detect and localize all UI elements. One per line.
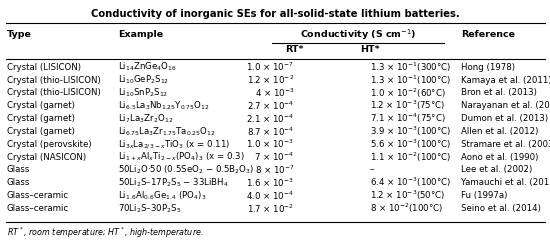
Text: Li$_{14}$ZnGe$_4$O$_{16}$: Li$_{14}$ZnGe$_4$O$_{16}$ [118,61,177,73]
Text: 4.0 × 10$^{-4}$: 4.0 × 10$^{-4}$ [246,189,294,202]
Text: Glass–ceramic: Glass–ceramic [7,191,69,200]
Text: Conductivity of inorganic SEs for all-solid-state lithium batteries.: Conductivity of inorganic SEs for all-so… [91,9,459,19]
Text: Glass–ceramic: Glass–ceramic [7,204,69,213]
Text: Li$_{3x}$La$_{2/3-x}$TiO$_3$ (x = 0.11): Li$_{3x}$La$_{2/3-x}$TiO$_3$ (x = 0.11) [118,138,230,151]
Text: Seino et al. (2014): Seino et al. (2014) [461,204,541,213]
Text: Reference: Reference [461,30,515,39]
Text: 50Li$_2$S–17P$_2$S$_5$ − 33LiBH$_4$: 50Li$_2$S–17P$_2$S$_5$ − 33LiBH$_4$ [118,177,229,189]
Text: Glass: Glass [7,165,30,174]
Text: Crystal (LISICON): Crystal (LISICON) [7,63,81,72]
Text: Li$_7$La$_3$Zr$_2$O$_{12}$: Li$_7$La$_3$Zr$_2$O$_{12}$ [118,112,174,125]
Text: HT*: HT* [360,45,379,54]
Text: 3.9 × 10$^{-3}$(100°C): 3.9 × 10$^{-3}$(100°C) [370,125,451,138]
Text: 1.0 × 10$^{-3}$: 1.0 × 10$^{-3}$ [246,138,294,150]
Text: Li$_{6.75}$La$_3$Zr$_{1.75}$Ta$_{0.25}$O$_{12}$: Li$_{6.75}$La$_3$Zr$_{1.75}$Ta$_{0.25}$O… [118,125,216,138]
Text: 2.1 × 10$^{-4}$: 2.1 × 10$^{-4}$ [246,112,294,125]
Text: 8 × 10$^{-7}$: 8 × 10$^{-7}$ [255,164,294,176]
Text: Example: Example [118,30,163,39]
Text: Fu (1997a): Fu (1997a) [461,191,507,200]
Text: 4 × 10$^{-3}$: 4 × 10$^{-3}$ [255,87,294,99]
Text: 8.7 × 10$^{-4}$: 8.7 × 10$^{-4}$ [247,125,294,138]
Text: 5.6 × 10$^{-3}$(100°C): 5.6 × 10$^{-3}$(100°C) [370,138,451,151]
Text: 1.0 × 10$^{-7}$: 1.0 × 10$^{-7}$ [246,61,294,73]
Text: Lee et al. (2002): Lee et al. (2002) [461,165,532,174]
Text: Crystal (garnet): Crystal (garnet) [7,114,74,123]
Text: Type: Type [7,30,31,39]
Text: 1.3 × 10$^{-1}$(300°C): 1.3 × 10$^{-1}$(300°C) [370,61,451,74]
Text: Li$_{10}$SnP$_2$S$_{12}$: Li$_{10}$SnP$_2$S$_{12}$ [118,87,168,99]
Text: Crystal (NASICON): Crystal (NASICON) [7,153,86,162]
Text: Glass: Glass [7,178,30,187]
Text: Crystal (thio-LISICON): Crystal (thio-LISICON) [7,76,100,84]
Text: 1.2 × 10$^{-3}$(50°C): 1.2 × 10$^{-3}$(50°C) [370,189,445,202]
Text: 1.1 × 10$^{-2}$(100°C): 1.1 × 10$^{-2}$(100°C) [370,150,451,164]
Text: Stramare et al. (2003): Stramare et al. (2003) [461,140,550,149]
Text: 1.7 × 10$^{-2}$: 1.7 × 10$^{-2}$ [247,202,294,215]
Text: 7 × 10$^{-4}$: 7 × 10$^{-4}$ [255,151,294,163]
Text: Dumon et al. (2013): Dumon et al. (2013) [461,114,548,123]
Text: Li$_{1+x}$Al$_x$Ti$_{2-x}$(PO$_4$)$_3$ (x = 0.3): Li$_{1+x}$Al$_x$Ti$_{2-x}$(PO$_4$)$_3$ (… [118,151,245,163]
Text: 1.2 × 10$^{-2}$: 1.2 × 10$^{-2}$ [247,74,294,86]
Text: Li$_{1.6}$Al$_{0.6}$Ge$_{1.4}$ (PO$_4$)$_3$: Li$_{1.6}$Al$_{0.6}$Ge$_{1.4}$ (PO$_4$)$… [118,189,207,202]
Text: Crystal (perovskite): Crystal (perovskite) [7,140,91,149]
Text: Crystal (thio-LISICON): Crystal (thio-LISICON) [7,88,100,97]
Text: –: – [370,165,374,174]
Text: 1.6 × 10$^{-3}$: 1.6 × 10$^{-3}$ [246,177,294,189]
Text: 70Li$_2$S–30P$_2$S$_5$: 70Li$_2$S–30P$_2$S$_5$ [118,202,182,215]
Text: 6.4 × 10$^{-3}$(100°C): 6.4 × 10$^{-3}$(100°C) [370,176,451,189]
Text: Conductivity (S cm$^{-1}$): Conductivity (S cm$^{-1}$) [300,27,416,42]
Text: Allen et al. (2012): Allen et al. (2012) [461,127,538,136]
Text: Kamaya et al. (2011): Kamaya et al. (2011) [461,76,550,84]
Text: Hong (1978): Hong (1978) [461,63,515,72]
Text: 7.1 × 10$^{-4}$(75°C): 7.1 × 10$^{-4}$(75°C) [370,112,446,125]
Text: Yamauchi et al. (2013): Yamauchi et al. (2013) [461,178,550,187]
Text: 8 × 10$^{-2}$(100°C): 8 × 10$^{-2}$(100°C) [370,202,443,215]
Text: RT*: RT* [285,45,304,54]
Text: 1.3 × 10$^{-1}$(100°C): 1.3 × 10$^{-1}$(100°C) [370,73,451,87]
Text: Narayanan et al. (2012): Narayanan et al. (2012) [461,101,550,110]
Text: Crystal (garnet): Crystal (garnet) [7,101,74,110]
Text: 1.2 × 10$^{-3}$(75°C): 1.2 × 10$^{-3}$(75°C) [370,99,445,112]
Text: $RT^*$, room temperature; $HT^*$, high-temperature.: $RT^*$, room temperature; $HT^*$, high-t… [7,225,204,240]
Text: 1.0 × 10$^{-2}$(60°C): 1.0 × 10$^{-2}$(60°C) [370,86,446,100]
Text: Li$_{6.5}$La$_3$Nb$_{1.25}$Y$_{0.75}$O$_{12}$: Li$_{6.5}$La$_3$Nb$_{1.25}$Y$_{0.75}$O$_… [118,100,210,112]
Text: Bron et al. (2013): Bron et al. (2013) [461,88,537,97]
Text: Aono et al. (1990): Aono et al. (1990) [461,153,538,162]
Text: 2.7 × 10$^{-4}$: 2.7 × 10$^{-4}$ [247,100,294,112]
Text: 50Li$_2$O·50 (0.5SeO$_2$ − 0.5B$_2$O$_3$): 50Li$_2$O·50 (0.5SeO$_2$ − 0.5B$_2$O$_3$… [118,164,255,176]
Text: Crystal (garnet): Crystal (garnet) [7,127,74,136]
Text: Li$_{10}$GeP$_2$S$_{12}$: Li$_{10}$GeP$_2$S$_{12}$ [118,74,169,86]
